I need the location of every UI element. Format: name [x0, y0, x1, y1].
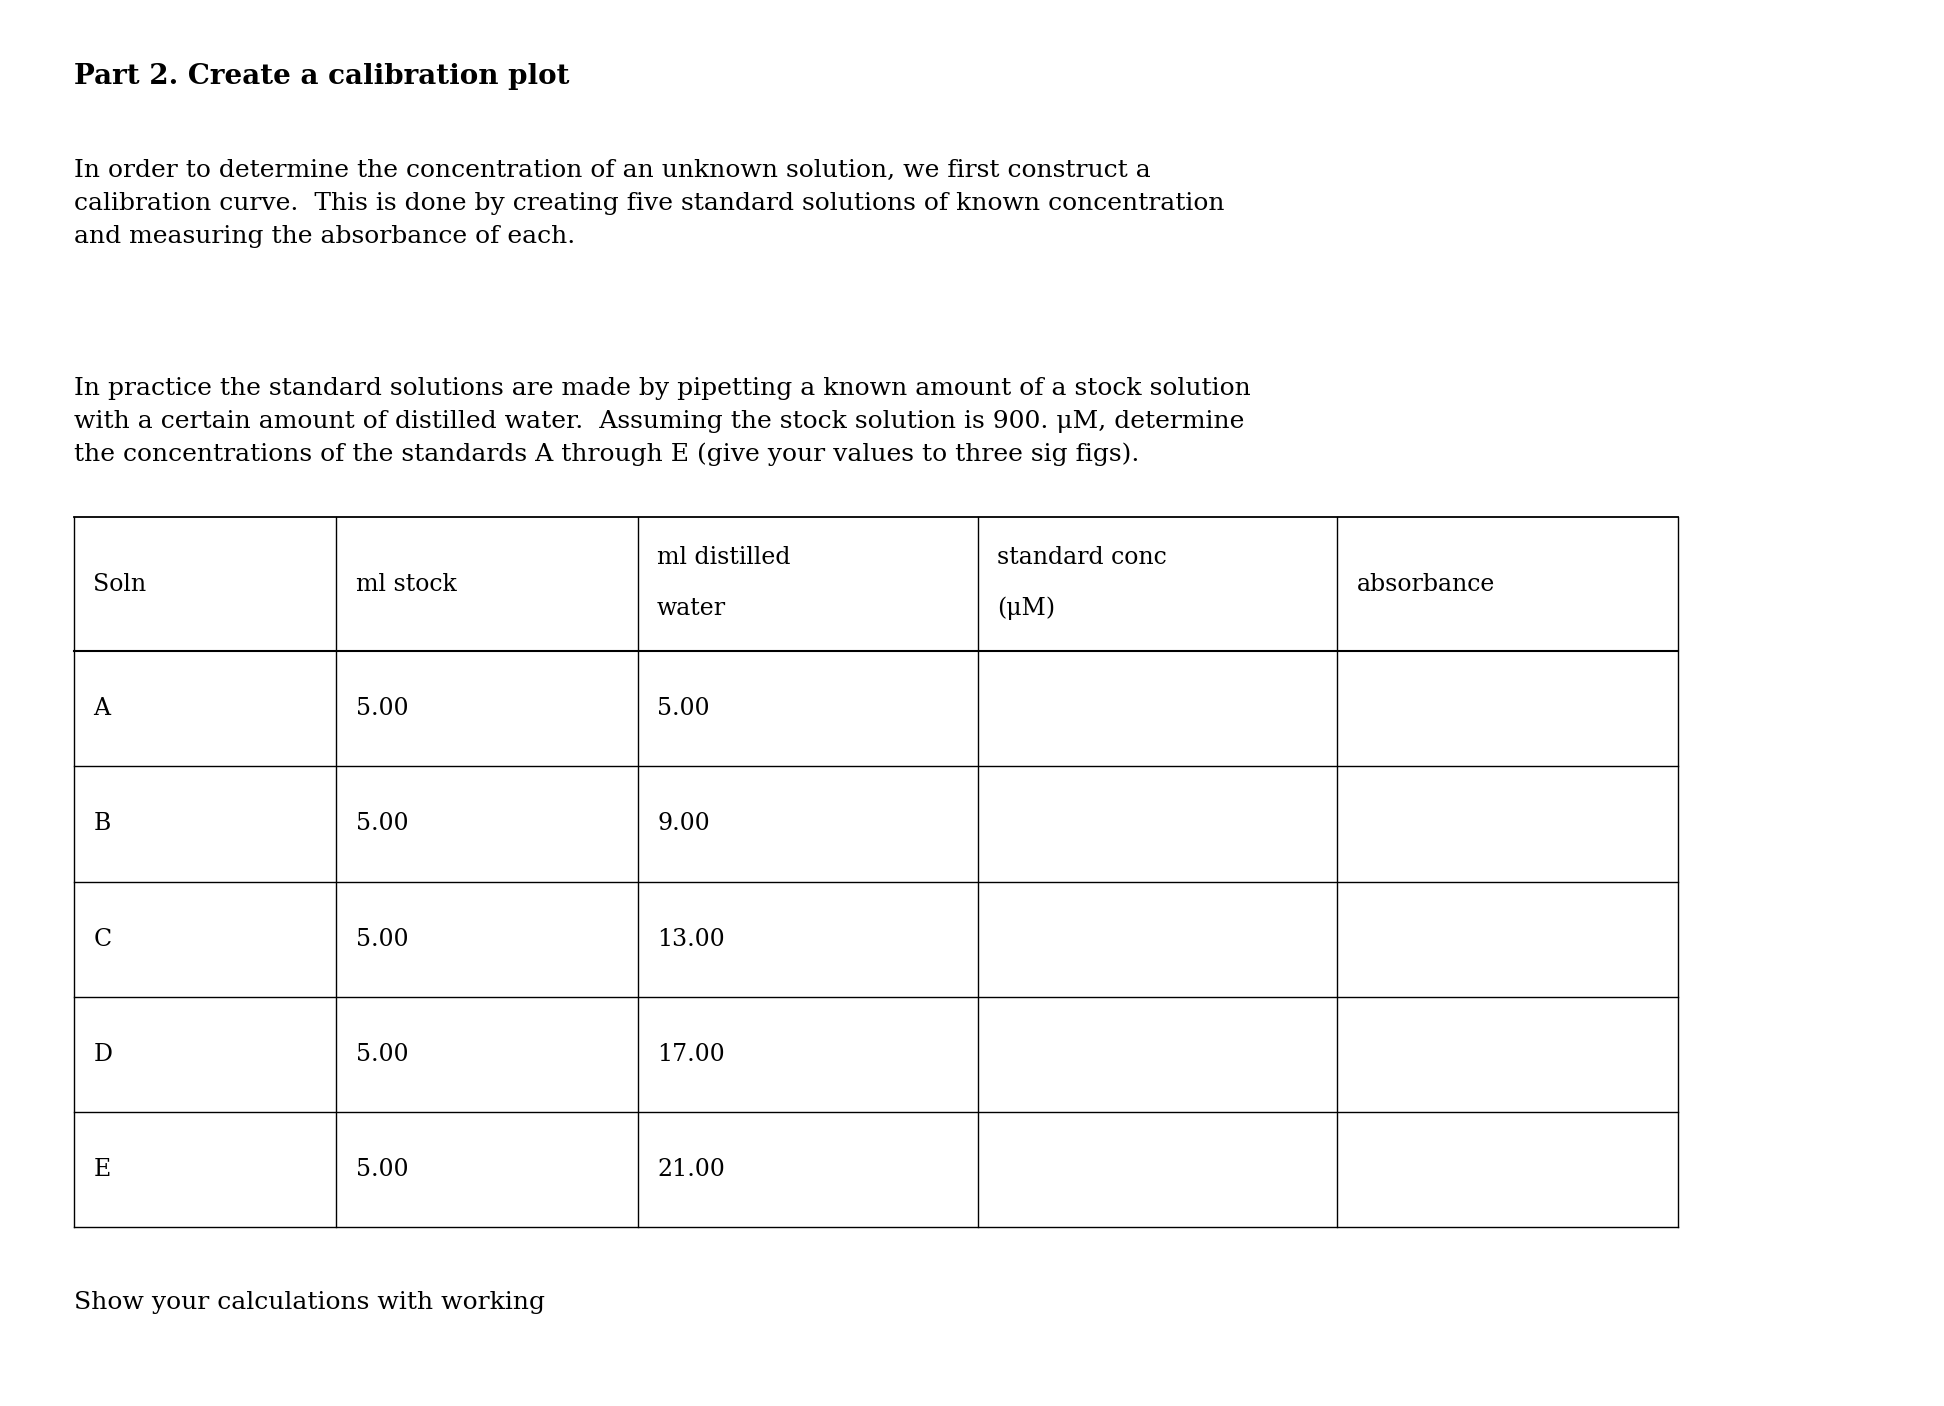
Text: 21.00: 21.00 — [657, 1159, 725, 1181]
Text: Soln: Soln — [93, 572, 146, 596]
Text: C: C — [93, 928, 111, 950]
Text: water: water — [657, 596, 727, 620]
Text: 5.00: 5.00 — [356, 697, 408, 720]
Text: D: D — [93, 1043, 113, 1066]
Text: 5.00: 5.00 — [657, 697, 710, 720]
Text: 5.00: 5.00 — [356, 928, 408, 950]
Text: ml distilled: ml distilled — [657, 546, 791, 569]
Text: Part 2. Create a calibration plot: Part 2. Create a calibration plot — [74, 63, 570, 90]
Text: 5.00: 5.00 — [356, 1159, 408, 1181]
Text: E: E — [93, 1159, 111, 1181]
Text: standard conc: standard conc — [997, 546, 1166, 569]
Text: ml stock: ml stock — [356, 572, 457, 596]
Text: In order to determine the concentration of an unknown solution, we first constru: In order to determine the concentration … — [74, 159, 1225, 247]
Text: 13.00: 13.00 — [657, 928, 725, 950]
Text: Show your calculations with working: Show your calculations with working — [74, 1291, 544, 1313]
Text: In practice the standard solutions are made by pipetting a known amount of a sto: In practice the standard solutions are m… — [74, 377, 1250, 467]
Text: 9.00: 9.00 — [657, 813, 710, 835]
Text: 17.00: 17.00 — [657, 1043, 725, 1066]
Text: (μM): (μM) — [997, 596, 1056, 620]
Text: 5.00: 5.00 — [356, 813, 408, 835]
Text: absorbance: absorbance — [1357, 572, 1495, 596]
Text: B: B — [93, 813, 111, 835]
Text: 5.00: 5.00 — [356, 1043, 408, 1066]
Text: A: A — [93, 697, 111, 720]
